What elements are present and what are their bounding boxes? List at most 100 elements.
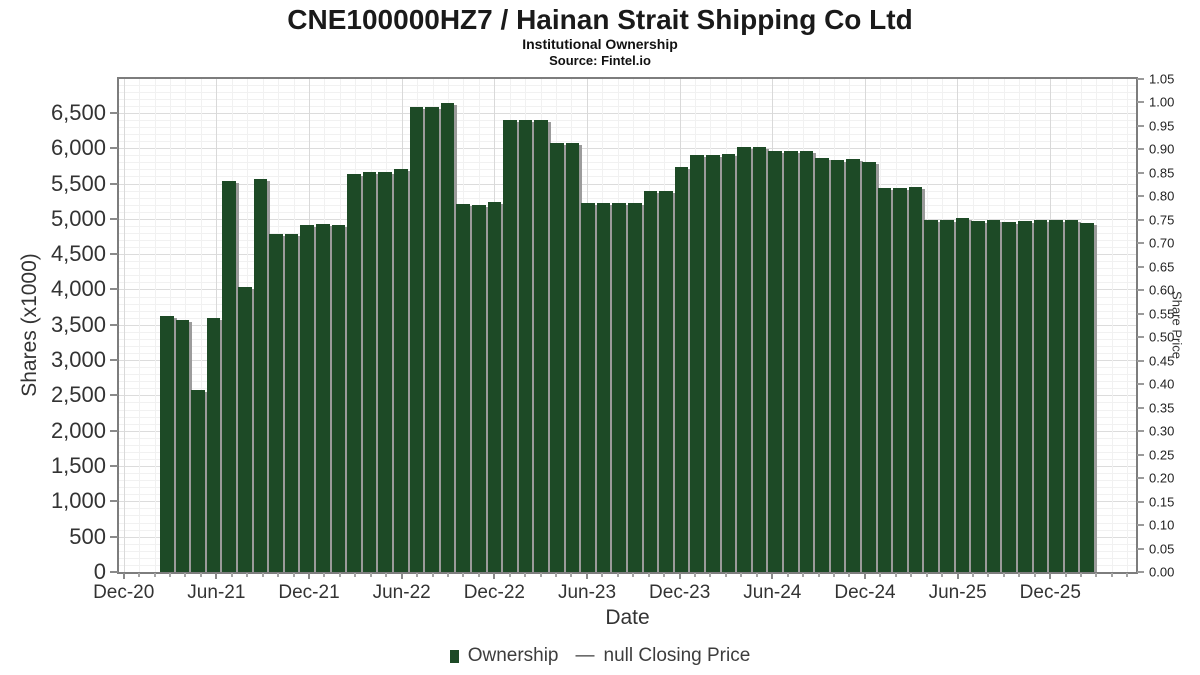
x-axis-tick-label: Jun-25 (928, 582, 987, 603)
ownership-bar[interactable] (550, 142, 564, 572)
ownership-bar[interactable] (160, 315, 174, 572)
ownership-bar[interactable] (721, 153, 736, 572)
ownership-bar[interactable] (487, 201, 502, 572)
ownership-bar[interactable] (206, 317, 221, 572)
ownership-bar[interactable] (862, 162, 876, 572)
x-axis-minor-tick (724, 573, 727, 577)
closing-price-legend-label[interactable]: null Closing Price (603, 645, 751, 666)
ownership-bar[interactable] (596, 202, 611, 572)
ownership-bar[interactable] (316, 223, 330, 572)
v-gridline-minor (1127, 79, 1129, 572)
ownership-bar[interactable] (1018, 220, 1032, 572)
v-gridline-minor (200, 79, 202, 572)
ownership-bar[interactable] (331, 224, 346, 572)
x-axis-minor-tick (802, 573, 805, 577)
ownership-bar[interactable] (1033, 220, 1048, 572)
y2-axis-tick-label: 0.85 (1149, 165, 1175, 181)
h-gridline-major (119, 430, 1136, 432)
ownership-bar[interactable] (1002, 222, 1016, 572)
h-gridline-minor (119, 91, 1136, 93)
ownership-bar[interactable] (830, 159, 845, 572)
y2-axis-tick-label: 0.60 (1149, 282, 1175, 298)
ownership-bar[interactable] (893, 188, 907, 572)
h-gridline-minor (119, 317, 1136, 319)
ownership-bar[interactable] (815, 158, 829, 572)
ownership-bar[interactable] (877, 188, 892, 572)
x-axis-minor-tick (555, 573, 558, 577)
ownership-bar[interactable] (394, 168, 408, 572)
ownership-bar[interactable] (643, 190, 658, 572)
ownership-bar[interactable] (409, 106, 424, 572)
ownership-bar[interactable] (690, 154, 704, 572)
ownership-bar[interactable] (456, 204, 470, 572)
ownership-bar[interactable] (1064, 220, 1079, 572)
ownership-bar[interactable] (612, 202, 626, 572)
h-gridline-minor (119, 515, 1136, 517)
ownership-bar[interactable] (784, 151, 798, 572)
ownership-bar[interactable] (284, 234, 299, 572)
ownership-bar[interactable] (924, 219, 938, 572)
x-axis-minor-tick (477, 573, 480, 577)
ownership-bar[interactable] (971, 220, 985, 572)
ownership-bar[interactable] (659, 190, 673, 572)
ownership-legend-label[interactable]: Ownership (467, 645, 559, 666)
ownership-bar[interactable] (503, 119, 517, 572)
x-axis-minor-tick (570, 573, 573, 577)
ownership-bar[interactable] (1080, 223, 1094, 572)
ownership-bar[interactable] (1049, 220, 1063, 572)
ownership-bar[interactable] (378, 172, 392, 572)
y2-axis-tick (1137, 571, 1144, 573)
ownership-bar[interactable] (300, 224, 314, 572)
ownership-bar[interactable] (737, 146, 751, 572)
ownership-bar[interactable] (955, 218, 970, 572)
h-gridline-minor (119, 84, 1136, 86)
x-axis-minor-tick (894, 573, 897, 577)
ownership-bar[interactable] (752, 146, 767, 572)
ownership-bar[interactable] (518, 119, 533, 572)
ownership-bar[interactable] (222, 181, 236, 572)
ownership-bar[interactable] (253, 178, 268, 572)
ownership-bar[interactable] (534, 119, 548, 572)
x-axis-minor-tick (832, 573, 835, 577)
ownership-bar[interactable] (472, 204, 486, 572)
y2-axis-tick (1137, 265, 1144, 268)
ownership-bar[interactable] (908, 187, 923, 572)
x-axis-minor-tick (616, 573, 619, 577)
y2-axis-tick-label: 0.10 (1149, 517, 1175, 533)
y2-axis-tick (1137, 383, 1144, 386)
ownership-bar[interactable] (425, 106, 439, 572)
h-gridline-major (119, 218, 1136, 220)
ownership-bar[interactable] (628, 202, 642, 572)
y-axis-tick-label: 3,000 (50, 347, 106, 373)
y2-axis-tick-label: 0.05 (1149, 541, 1175, 557)
x-axis-minor-tick (385, 573, 388, 577)
h-gridline-minor (119, 176, 1136, 178)
ownership-bar[interactable] (940, 219, 954, 572)
ownership-bar[interactable] (799, 151, 814, 572)
ownership-bar[interactable] (846, 158, 860, 572)
plot-area: 0 500 1,000 1,500 2,000 2,500 3,000 3,500 4,000 4… (51, 72, 1174, 604)
y2-axis-tick (1137, 500, 1144, 503)
ownership-bar[interactable] (565, 142, 580, 572)
x-axis-tick-label: Dec-22 (463, 582, 525, 603)
ownership-bar[interactable] (581, 202, 595, 572)
ownership-bar[interactable] (706, 155, 720, 572)
x-axis-minor-tick (786, 573, 789, 577)
ownership-bar[interactable] (347, 173, 361, 572)
h-gridline-minor (119, 480, 1136, 482)
chart-title: CNE100000HZ7 / Hainan Strait Shipping Co… (287, 4, 913, 35)
h-gridline-minor (119, 458, 1136, 460)
h-gridline-major (119, 112, 1136, 114)
ownership-bar[interactable] (986, 220, 1001, 572)
ownership-bar[interactable] (191, 389, 205, 572)
h-gridline-major (119, 289, 1136, 291)
ownership-bar[interactable] (362, 172, 377, 572)
ownership-bar[interactable] (768, 151, 782, 572)
ownership-bar[interactable] (269, 234, 283, 572)
h-gridline-minor (119, 494, 1136, 496)
ownership-bar[interactable] (440, 103, 455, 572)
ownership-bar[interactable] (238, 287, 252, 572)
ownership-bar[interactable] (674, 166, 689, 572)
y-axis-tick (110, 323, 118, 326)
ownership-bar[interactable] (175, 319, 190, 572)
